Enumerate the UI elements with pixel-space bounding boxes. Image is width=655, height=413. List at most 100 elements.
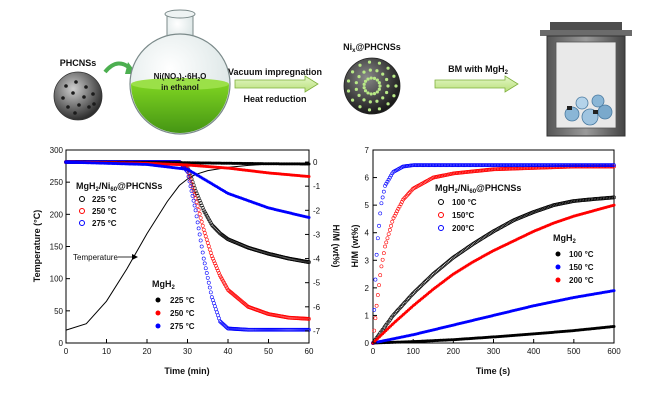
data-point (532, 163, 537, 168)
ni-particle-dot (362, 70, 366, 74)
ni-particle-dot (358, 105, 362, 109)
data-point (213, 263, 218, 268)
data-point (507, 166, 512, 171)
data-point (307, 216, 311, 220)
data-point (197, 232, 202, 237)
ni-particle-dot (368, 100, 372, 104)
data-point (608, 163, 613, 168)
data-point (583, 163, 587, 168)
legend-entry: 100 °C (452, 198, 477, 207)
data-point (438, 163, 443, 168)
data-point (514, 163, 519, 168)
data-point (481, 163, 486, 168)
pore-dot (64, 84, 68, 88)
data-point (210, 256, 215, 261)
pore-dot (73, 111, 77, 115)
data-point (492, 163, 497, 168)
ni-particle-dot (386, 102, 390, 106)
data-point (580, 198, 585, 203)
legend-entry: 100 °C (569, 250, 594, 259)
data-point (450, 163, 455, 168)
data-point (530, 163, 534, 168)
data-point (413, 289, 418, 294)
pore-dot (82, 95, 86, 99)
y2-tick-label: -6 (313, 303, 321, 312)
data-point (415, 163, 420, 168)
data-point (601, 196, 606, 201)
data-point (379, 264, 384, 269)
data-point (224, 284, 228, 289)
data-point (381, 189, 386, 194)
data-point (555, 165, 560, 170)
data-point (512, 163, 516, 168)
data-point (612, 195, 616, 200)
ni-particle-dot (354, 81, 358, 85)
data-point (205, 275, 210, 280)
y-tick-label: 4 (365, 229, 370, 238)
data-point (527, 163, 532, 168)
ni-particle-dot (375, 78, 379, 82)
data-point (478, 168, 483, 173)
data-point (307, 175, 311, 179)
series-1 (371, 164, 616, 345)
data-point (489, 167, 493, 172)
data-point (479, 168, 484, 173)
legend-marker (79, 208, 85, 214)
data-point (591, 197, 596, 202)
data-point (602, 196, 607, 201)
data-point (579, 198, 584, 203)
ball-milling-label: BM with MgH2 (448, 64, 509, 76)
data-point (577, 198, 581, 203)
ni-particle-dot (386, 66, 390, 70)
ni-particle-dot (350, 98, 355, 102)
ni-particle-dot (377, 61, 382, 65)
data-point (602, 163, 607, 168)
data-point (432, 163, 437, 168)
chart-right: 0 100 200 300 400 500 600 0 1 2 3 4 5 6 7 Time (s) H/M… (350, 146, 621, 376)
ni-particle-dot (357, 74, 361, 79)
data-point (573, 198, 578, 203)
data-point (206, 217, 211, 222)
y2-tick-label: -7 (313, 327, 321, 336)
data-point (208, 221, 213, 225)
data-point (378, 211, 383, 216)
data-point (410, 291, 415, 296)
y-axis-title: H/M (wt%) (350, 225, 360, 268)
pore-dot (71, 91, 75, 95)
data-point (389, 223, 393, 228)
data-point (379, 201, 384, 206)
data-point (515, 163, 520, 168)
legend-title: MgH2/Ni60@PHCNSs (435, 183, 521, 195)
data-point (594, 197, 598, 201)
data-point (203, 234, 208, 239)
data-point (214, 228, 219, 232)
data-point (553, 163, 557, 168)
data-point (213, 227, 218, 231)
data-point (186, 174, 191, 179)
x-tick-label: 300 (487, 347, 501, 356)
data-point (205, 215, 210, 220)
x-axis-title: Time (s) (476, 366, 510, 376)
data-point (451, 171, 456, 176)
ni-phcns-sphere (343, 57, 401, 115)
data-point (606, 163, 610, 168)
data-point (487, 167, 492, 172)
data-point (468, 163, 473, 168)
data-point (198, 238, 203, 243)
legend-composite: MgH2/Ni60@PHCNSs 225 °C 250 °C 275 °C (76, 181, 162, 228)
ni-particle-dot (372, 76, 377, 80)
data-point (544, 163, 549, 168)
data-point (496, 163, 501, 168)
data-point (612, 163, 616, 168)
y2-axis-title: H/M (wt%) (331, 225, 341, 268)
y2-tick-label: -5 (313, 279, 321, 288)
data-point (549, 165, 554, 170)
data-point (372, 308, 377, 312)
ni-particle-dot (369, 92, 373, 96)
data-point (194, 214, 199, 219)
data-point (207, 247, 212, 252)
data-point (533, 163, 538, 168)
data-point (427, 275, 432, 280)
data-point (198, 201, 203, 205)
x-tick-label: 200 (447, 347, 461, 356)
